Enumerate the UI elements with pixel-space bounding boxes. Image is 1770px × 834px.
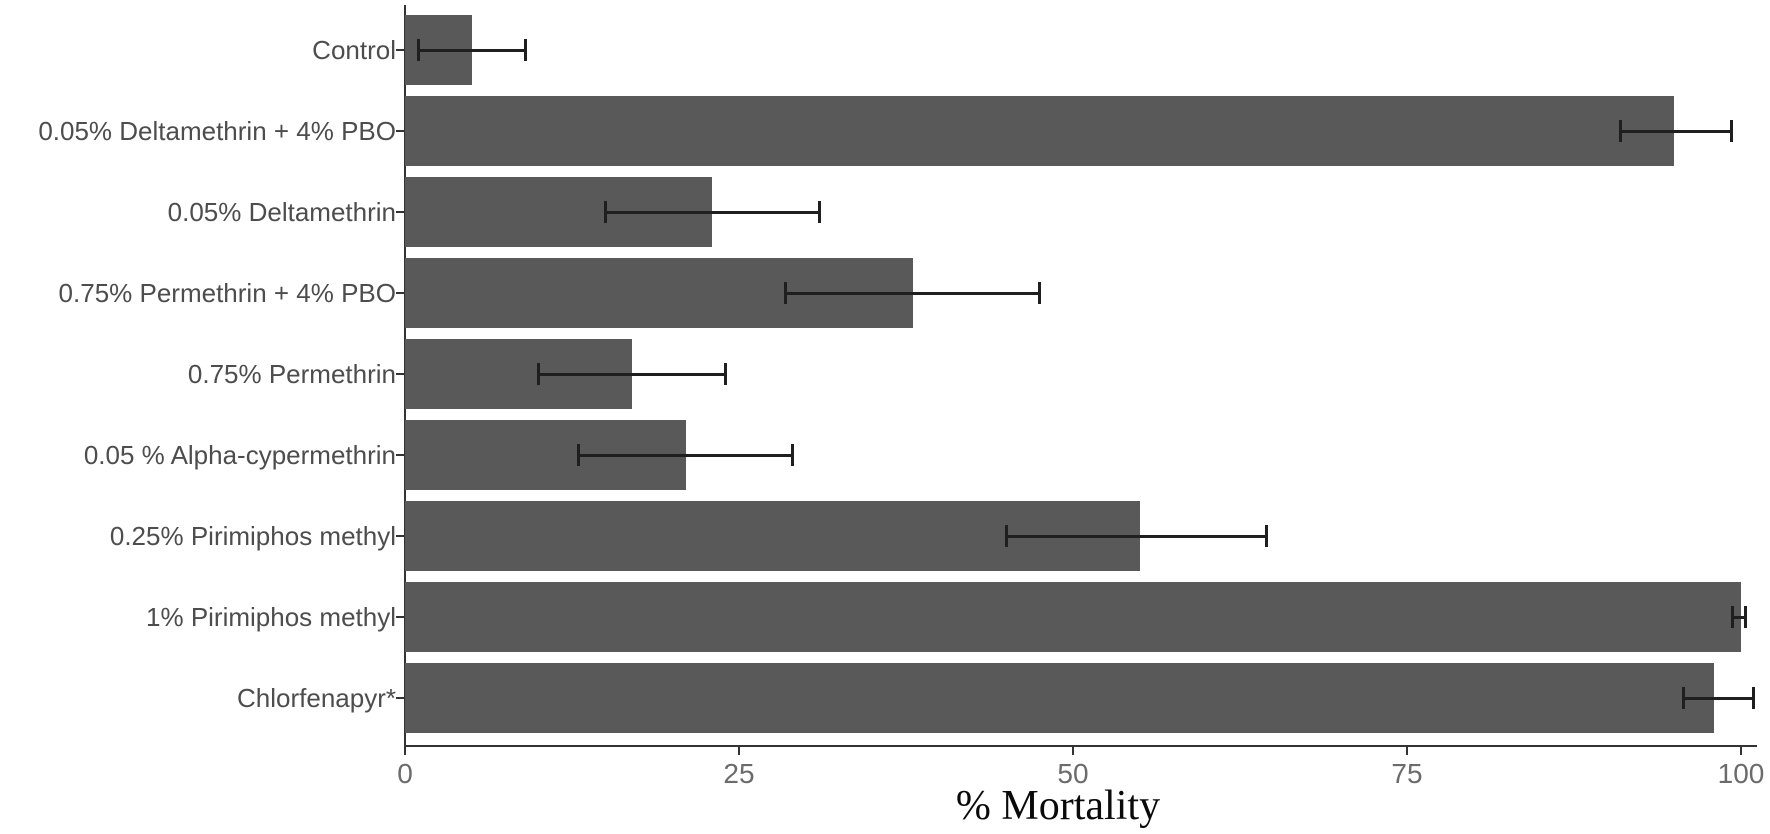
error-bar-line: [418, 48, 526, 52]
x-tick-mark: [404, 747, 406, 755]
category-label: 0.05 % Alpha-cypermethrin: [83, 440, 396, 470]
bar: [405, 663, 1715, 733]
category-label: Control: [312, 35, 396, 65]
category-label: 1% Pirimiphos methyl: [146, 602, 396, 632]
error-bar-line: [1620, 129, 1732, 133]
error-bar-cap: [577, 444, 581, 466]
category-label: 0.05% Deltamethrin + 4% PBO: [38, 116, 396, 146]
bar: [405, 96, 1675, 166]
bar: [405, 582, 1741, 652]
y-tick-mark: [396, 211, 404, 213]
error-bar-cap: [416, 39, 420, 61]
error-bar-cap: [1730, 120, 1734, 142]
y-tick-mark: [396, 697, 404, 699]
error-bar-line: [1732, 615, 1745, 619]
error-bar-line: [1006, 534, 1267, 538]
category-label: Chlorfenapyr*: [237, 683, 396, 713]
y-tick-mark: [396, 292, 404, 294]
error-bar-cap: [790, 444, 794, 466]
error-bar-line: [1683, 696, 1754, 700]
y-tick-mark: [396, 130, 404, 132]
error-bar-cap: [603, 201, 607, 223]
category-label: 0.75% Permethrin + 4% PBO: [58, 278, 396, 308]
x-tick-label: 100: [1717, 758, 1765, 789]
y-tick-mark: [396, 49, 404, 51]
y-tick-mark: [396, 616, 404, 618]
error-bar-cap: [1004, 525, 1008, 547]
error-bar-cap: [523, 39, 527, 61]
error-bar-cap: [1038, 282, 1042, 304]
error-bar-cap: [724, 363, 728, 385]
x-axis-line: [404, 745, 1757, 747]
x-tick-label: 50: [1057, 758, 1089, 789]
x-tick-label: 25: [723, 758, 755, 789]
error-bar-cap: [1682, 687, 1686, 709]
error-bar-cap: [817, 201, 821, 223]
y-tick-mark: [396, 535, 404, 537]
error-bar-line: [785, 291, 1040, 295]
x-tick-mark: [1406, 747, 1408, 755]
error-bar-cap: [1731, 606, 1735, 628]
y-tick-mark: [396, 454, 404, 456]
error-bar-line: [538, 372, 726, 376]
category-label: 0.05% Deltamethrin: [167, 197, 396, 227]
x-tick-label: 75: [1391, 758, 1423, 789]
error-bar-cap: [1265, 525, 1269, 547]
error-bar-cap: [784, 282, 788, 304]
error-bar-line: [578, 453, 793, 457]
error-bar-cap: [537, 363, 541, 385]
error-bar-cap: [1751, 687, 1755, 709]
error-bar-cap: [1743, 606, 1747, 628]
category-label: 0.25% Pirimiphos methyl: [109, 521, 396, 551]
x-tick-mark: [1072, 747, 1074, 755]
error-bar-line: [605, 210, 820, 214]
x-axis-title: % Mortality: [955, 783, 1161, 829]
y-tick-mark: [396, 373, 404, 375]
error-bar-cap: [1619, 120, 1623, 142]
x-tick-mark: [1740, 747, 1742, 755]
x-tick-label: 0: [397, 758, 413, 789]
category-label: 0.75% Permethrin: [187, 359, 396, 389]
x-tick-mark: [738, 747, 740, 755]
